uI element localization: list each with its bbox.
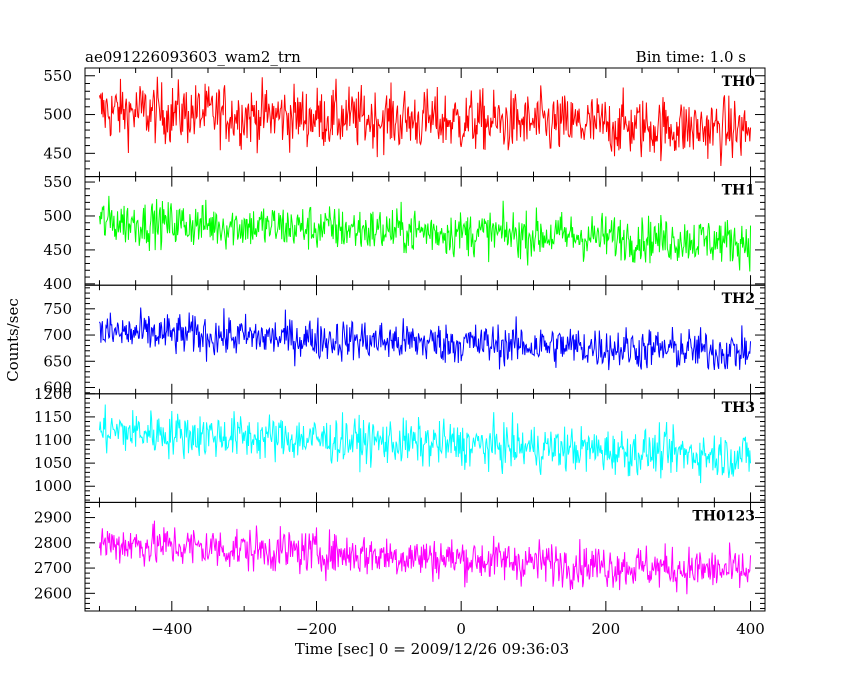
y-tick-label: 1050	[34, 454, 72, 472]
chart-title: ae091226093603_wam2_trn	[85, 48, 301, 66]
y-tick-label: 2900	[34, 509, 72, 527]
panel-th2: 600 650 700 750 TH2	[43, 284, 766, 397]
y-tick-label: 550	[43, 67, 72, 85]
y-tick-label: 600	[43, 379, 72, 397]
y-axis-title: Counts/sec	[4, 298, 22, 382]
x-tick-label: −200	[296, 620, 337, 638]
y-tick-label: 1150	[34, 408, 72, 426]
x-tick-labels: −400 −200 0 200 400	[151, 620, 765, 638]
y-tick-label: 2700	[34, 559, 72, 577]
x-tick-label: 0	[456, 620, 466, 638]
panel-th0: 450 500 550 TH0	[43, 67, 766, 178]
panel-th3: 1000 1050 1100 1150 1200 TH3	[34, 385, 766, 503]
panel-th0123: 2600 2700 2800 2900 TH0123	[34, 501, 766, 612]
y-tick-label: 1000	[34, 477, 72, 495]
y-tick-label: 2800	[34, 534, 72, 552]
series-line-th1	[98, 195, 752, 272]
series-line-th2	[99, 307, 752, 371]
y-tick-label: 450	[43, 241, 72, 259]
y-tick-label: 2600	[34, 584, 72, 602]
series-line-th3	[98, 404, 752, 484]
x-axis-title: Time [sec] 0 = 2009/12/26 09:36:03	[295, 640, 569, 658]
bin-time-label: Bin time: 1.0 s	[636, 48, 746, 66]
y-tick-label: 650	[43, 352, 72, 370]
panel-label-th0: TH0	[722, 74, 756, 90]
panel-label-th2: TH2	[722, 291, 755, 307]
x-tick-label: −400	[151, 620, 192, 638]
y-tick-label: 700	[43, 326, 72, 344]
series-line-th0123	[98, 520, 752, 595]
x-tick-label: 200	[592, 620, 621, 638]
panel-label-th0123: TH0123	[692, 508, 755, 524]
panel-label-th1: TH1	[722, 183, 755, 199]
x-tick-label: 400	[736, 620, 765, 638]
y-tick-label: 1100	[34, 431, 72, 449]
y-tick-label: 1200	[34, 385, 72, 403]
y-tick-label: 400	[43, 275, 72, 293]
series-line-th0	[98, 76, 752, 166]
y-tick-label: 500	[43, 106, 72, 124]
y-tick-label: 550	[43, 173, 72, 191]
panel-th1: 400 450 500 550 TH1	[43, 173, 766, 293]
panel-frame	[84, 393, 766, 503]
y-tick-label: 450	[43, 144, 72, 162]
panels-group: 450 500 550 TH0 400 450 500 550 TH1 600 650 700 750 T…	[34, 67, 766, 612]
y-tick-label: 500	[43, 207, 72, 225]
panel-label-th3: TH3	[722, 400, 755, 416]
y-tick-label: 750	[43, 300, 72, 318]
